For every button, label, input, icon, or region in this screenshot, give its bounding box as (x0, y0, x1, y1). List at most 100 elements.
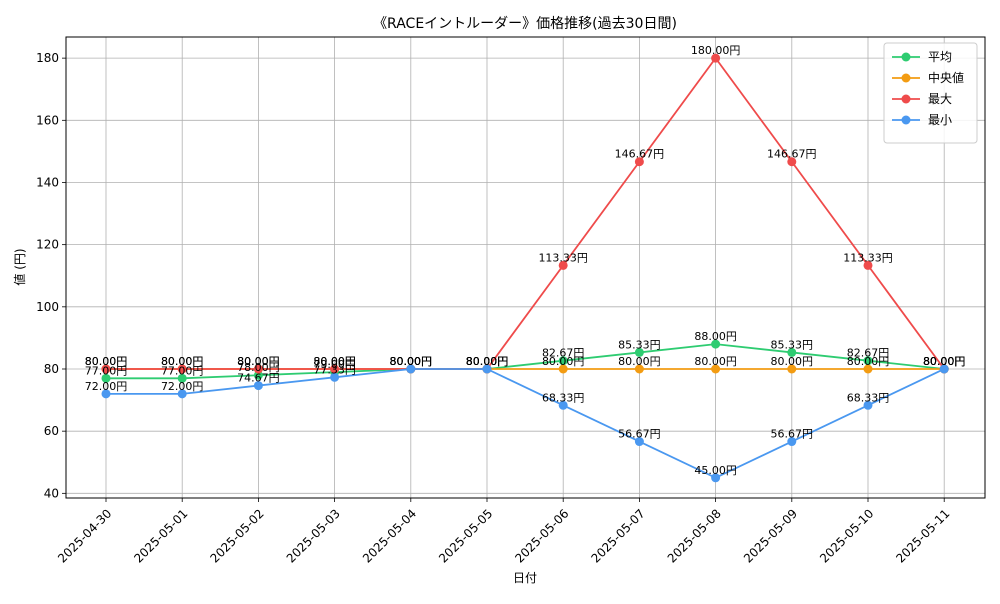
data-label: 80.00円 (390, 355, 433, 368)
data-label: 80.00円 (542, 355, 585, 368)
data-point (558, 364, 568, 374)
data-label: 82.67円 (542, 347, 585, 360)
data-label: 80.00円 (313, 355, 356, 368)
data-point (634, 437, 644, 447)
y-tick-label: 180 (36, 51, 59, 65)
data-point (177, 364, 187, 374)
legend-marker (901, 73, 911, 83)
data-label: 80.00円 (466, 355, 509, 368)
y-tick-label: 100 (36, 300, 59, 314)
data-label: 80.00円 (85, 355, 128, 368)
x-tick-label: 2025-05-10 (817, 506, 876, 565)
legend-label: 中央値 (928, 70, 964, 85)
data-label: 80.00円 (923, 355, 966, 368)
data-point (711, 364, 721, 374)
data-label: 80.00円 (390, 355, 433, 368)
data-label: 80.00円 (923, 355, 966, 368)
x-tick-label: 2025-04-30 (55, 506, 114, 565)
data-point (253, 370, 263, 380)
data-point (863, 260, 873, 270)
data-point (711, 473, 721, 483)
data-point (177, 373, 187, 383)
data-label: 82.67円 (847, 347, 890, 360)
data-point (101, 364, 111, 374)
chart-title: 《RACEイントルーダー》価格推移(過去30日間) (373, 16, 677, 32)
data-point (787, 437, 797, 447)
data-label: 72.00円 (161, 380, 204, 393)
data-label: 80.00円 (390, 355, 433, 368)
data-label: 80.00円 (237, 355, 280, 368)
data-point (863, 364, 873, 374)
data-label: 77.33円 (313, 363, 356, 376)
legend-marker (901, 52, 911, 62)
x-tick-label: 2025-05-07 (589, 506, 648, 565)
data-point (634, 364, 644, 374)
data-label: 80.00円 (771, 355, 814, 368)
grid-lines (66, 37, 985, 498)
data-point (863, 356, 873, 366)
data-label: 146.67円 (767, 148, 817, 161)
legend-marker (901, 115, 911, 125)
data-point (558, 356, 568, 366)
y-tick-label: 40 (44, 486, 59, 500)
legend-marker (901, 94, 911, 104)
data-point (101, 389, 111, 399)
series-group (101, 53, 949, 483)
data-point (787, 364, 797, 374)
series-line (106, 368, 945, 479)
data-label: 85.33円 (771, 338, 814, 351)
x-tick-label: 2025-05-03 (284, 506, 343, 565)
data-label: 80.00円 (847, 355, 890, 368)
data-label: 79.00円 (313, 358, 356, 371)
data-point (177, 389, 187, 399)
legend-label: 最小 (928, 113, 952, 127)
x-tick-label: 2025-05-09 (741, 506, 800, 565)
y-tick-label: 120 (36, 238, 59, 252)
data-label: 85.33円 (618, 338, 661, 351)
data-point (253, 364, 263, 374)
data-label: 80.00円 (923, 355, 966, 368)
data-point (787, 157, 797, 167)
data-labels: 77.00円 77.00円 78.00円 79.00円 80.00円 80.00円82.6… (85, 44, 966, 477)
axes: 2025-04-30 2025-05-01 2025-05-02 2025-05-03… (36, 36, 986, 566)
data-label: 56.67円 (771, 428, 814, 441)
data-label: 72.00円 (85, 380, 128, 393)
data-label: 113.33円 (538, 251, 588, 264)
data-label: 180.00円 (691, 44, 741, 57)
y-tick-label: 60 (44, 424, 59, 438)
y-tick-label: 160 (36, 113, 59, 127)
y-axis-title: 値 (円) (12, 248, 27, 285)
data-label: 80.00円 (466, 355, 509, 368)
data-point (711, 53, 721, 63)
data-label: 80.00円 (466, 355, 509, 368)
data-label: 78.00円 (237, 361, 280, 374)
plot-frame (65, 36, 986, 499)
data-point (558, 400, 568, 410)
data-point (711, 339, 721, 349)
data-label: 80.00円 (694, 355, 737, 368)
data-label: 80.00円 (237, 355, 280, 368)
data-point (863, 400, 873, 410)
data-label: 88.00円 (694, 330, 737, 343)
data-label: 68.33円 (542, 391, 585, 404)
legend-label: 平均 (928, 50, 952, 64)
x-axis-title: 日付 (513, 571, 537, 585)
series-line (106, 343, 945, 380)
data-label: 80.00円 (618, 355, 661, 368)
data-point (634, 157, 644, 167)
data-label: 80.00円 (923, 355, 966, 368)
x-tick-label: 2025-05-06 (512, 506, 571, 565)
data-point (558, 260, 568, 270)
data-label: 45.00円 (694, 464, 737, 477)
data-point (330, 364, 340, 374)
data-point (939, 364, 949, 374)
x-tick-label: 2025-05-05 (436, 506, 495, 565)
data-label: 80.00円 (390, 355, 433, 368)
y-tick-label: 140 (36, 175, 59, 189)
x-tick-label: 2025-05-11 (893, 506, 952, 565)
x-tick-label: 2025-05-01 (131, 506, 190, 565)
data-point (330, 372, 340, 382)
